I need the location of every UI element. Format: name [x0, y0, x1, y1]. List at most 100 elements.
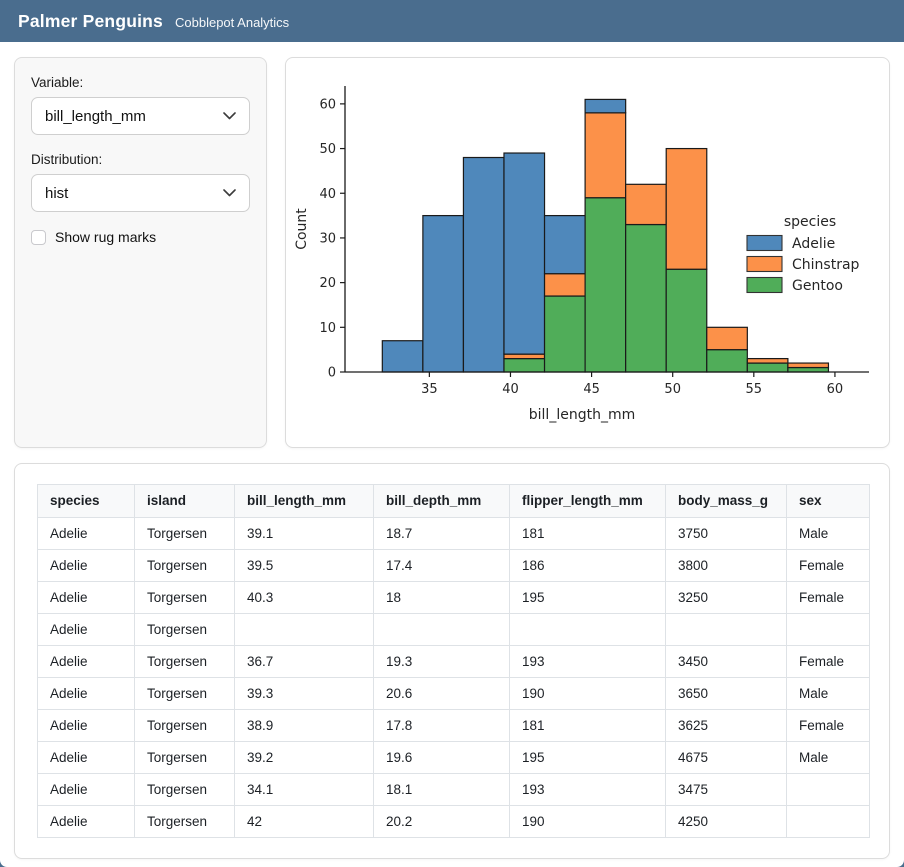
- table-cell: 3250: [666, 582, 787, 614]
- distribution-label: Distribution:: [31, 152, 250, 167]
- table-header: speciesislandbill_length_mmbill_depth_mm…: [38, 485, 870, 518]
- table-cell: 193: [510, 646, 666, 678]
- svg-text:Count: Count: [294, 208, 310, 250]
- table-cell: 3475: [666, 774, 787, 806]
- svg-text:Chinstrap: Chinstrap: [792, 257, 860, 273]
- table-cell: [374, 614, 510, 646]
- table-cell: Torgersen: [135, 614, 235, 646]
- rug-checkbox[interactable]: [31, 230, 46, 245]
- table-cell: 36.7: [235, 646, 374, 678]
- table-cell: 17.4: [374, 550, 510, 582]
- svg-text:0: 0: [328, 366, 336, 381]
- table-cell: [666, 614, 787, 646]
- table-cell: 195: [510, 742, 666, 774]
- svg-text:40: 40: [502, 382, 519, 397]
- column-header: body_mass_g: [666, 485, 787, 518]
- penguins-table: speciesislandbill_length_mmbill_depth_mm…: [37, 484, 870, 838]
- table-cell: Torgersen: [135, 678, 235, 710]
- table-cell: 181: [510, 710, 666, 742]
- svg-text:50: 50: [664, 382, 681, 397]
- app-title: Palmer Penguins: [18, 11, 163, 32]
- rug-checkbox-label: Show rug marks: [55, 229, 156, 245]
- chevron-down-icon: [223, 189, 236, 197]
- table-cell: Female: [787, 550, 870, 582]
- chevron-down-icon: [223, 112, 236, 120]
- svg-text:45: 45: [583, 382, 600, 397]
- table-cell: 39.3: [235, 678, 374, 710]
- svg-text:bill_length_mm: bill_length_mm: [529, 407, 635, 423]
- column-header: bill_length_mm: [235, 485, 374, 518]
- table-cell: 4250: [666, 806, 787, 838]
- sidebar: Variable: bill_length_mm Distribution: h…: [14, 57, 267, 448]
- table-cell: 18.1: [374, 774, 510, 806]
- table-cell: 19.6: [374, 742, 510, 774]
- table-cell: Adelie: [38, 518, 135, 550]
- svg-text:50: 50: [319, 142, 336, 157]
- svg-text:20: 20: [319, 276, 336, 291]
- table-card: speciesislandbill_length_mmbill_depth_mm…: [14, 463, 890, 859]
- variable-select-value: bill_length_mm: [45, 108, 146, 125]
- variable-label: Variable:: [31, 75, 250, 90]
- table-cell: Torgersen: [135, 646, 235, 678]
- table-cell: Torgersen: [135, 710, 235, 742]
- table-cell: Torgersen: [135, 518, 235, 550]
- table-cell: 181: [510, 518, 666, 550]
- table-cell: 39.2: [235, 742, 374, 774]
- table-cell: Torgersen: [135, 742, 235, 774]
- svg-text:Adelie: Adelie: [792, 236, 835, 252]
- table-cell: 3450: [666, 646, 787, 678]
- svg-text:30: 30: [319, 231, 336, 246]
- table-cell: 186: [510, 550, 666, 582]
- table-row: AdelieTorgersen39.517.41863800Female: [38, 550, 870, 582]
- table-cell: Torgersen: [135, 774, 235, 806]
- svg-text:60: 60: [319, 97, 336, 112]
- svg-text:10: 10: [319, 321, 336, 336]
- column-header: bill_depth_mm: [374, 485, 510, 518]
- column-header: flipper_length_mm: [510, 485, 666, 518]
- distribution-select-value: hist: [45, 185, 68, 202]
- table-cell: 195: [510, 582, 666, 614]
- table-cell: 39.5: [235, 550, 374, 582]
- table-cell: Torgersen: [135, 806, 235, 838]
- table-cell: [787, 806, 870, 838]
- distribution-select[interactable]: hist: [31, 174, 250, 212]
- table-cell: 20.6: [374, 678, 510, 710]
- table-row: AdelieTorgersen36.719.31933450Female: [38, 646, 870, 678]
- table-cell: 39.1: [235, 518, 374, 550]
- svg-text:60: 60: [827, 382, 844, 397]
- variable-select[interactable]: bill_length_mm: [31, 97, 250, 135]
- column-header: sex: [787, 485, 870, 518]
- table-cell: [510, 614, 666, 646]
- table-cell: Adelie: [38, 550, 135, 582]
- table-cell: 190: [510, 678, 666, 710]
- column-header: species: [38, 485, 135, 518]
- table-cell: Adelie: [38, 582, 135, 614]
- app-root: Palmer Penguins Cobblepot Analytics Vari…: [0, 0, 904, 867]
- table-cell: 193: [510, 774, 666, 806]
- column-header: island: [135, 485, 235, 518]
- table-cell: Male: [787, 678, 870, 710]
- table-cell: 3750: [666, 518, 787, 550]
- table-cell: 190: [510, 806, 666, 838]
- table-row: AdelieTorgersen39.118.71813750Male: [38, 518, 870, 550]
- table-cell: 38.9: [235, 710, 374, 742]
- table-cell: Adelie: [38, 678, 135, 710]
- table-row: AdelieTorgersen40.3181953250Female: [38, 582, 870, 614]
- table-cell: 18.7: [374, 518, 510, 550]
- table-cell: Female: [787, 582, 870, 614]
- chart-card: 3540455055600102030405060bill_length_mmC…: [285, 57, 890, 448]
- table-cell: Female: [787, 646, 870, 678]
- main-content: Variable: bill_length_mm Distribution: h…: [0, 42, 904, 859]
- table-cell: [235, 614, 374, 646]
- table-cell: 34.1: [235, 774, 374, 806]
- table-row: AdelieTorgersen38.917.81813625Female: [38, 710, 870, 742]
- table-cell: Adelie: [38, 742, 135, 774]
- app-subtitle: Cobblepot Analytics: [175, 15, 289, 30]
- svg-text:40: 40: [319, 187, 336, 202]
- table-cell: 20.2: [374, 806, 510, 838]
- table-cell: Torgersen: [135, 550, 235, 582]
- table-row: AdelieTorgersen39.320.61903650Male: [38, 678, 870, 710]
- table-cell: Male: [787, 742, 870, 774]
- histogram-chart: 3540455055600102030405060bill_length_mmC…: [290, 67, 885, 437]
- table-cell: 4675: [666, 742, 787, 774]
